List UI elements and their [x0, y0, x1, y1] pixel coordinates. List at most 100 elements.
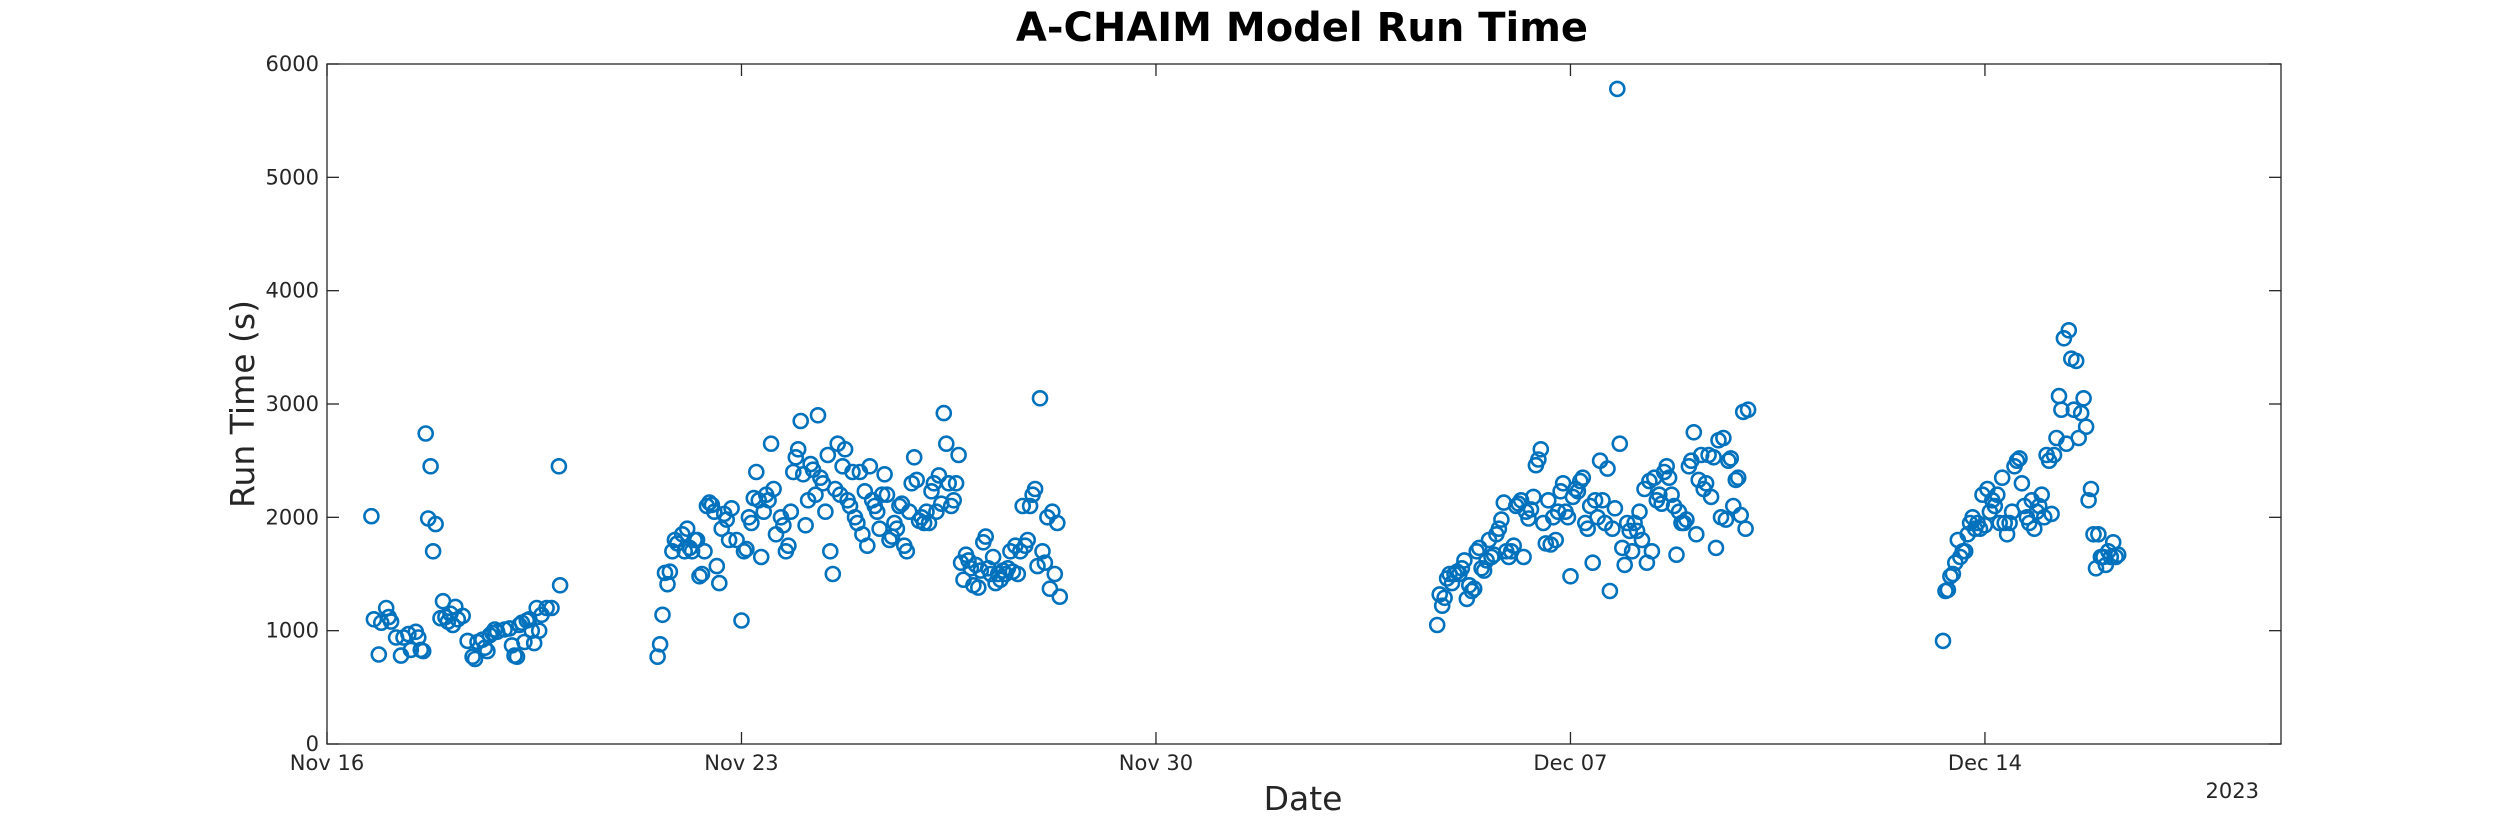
data-point	[1031, 389, 1049, 407]
data-point	[2067, 352, 2085, 370]
data-point	[1046, 565, 1064, 583]
data-point	[937, 435, 955, 453]
data-point	[878, 486, 896, 504]
data-point	[1678, 511, 1695, 528]
data-point	[836, 440, 854, 458]
data-point	[402, 641, 420, 659]
data-point	[1470, 539, 1488, 557]
data-point	[787, 448, 805, 466]
y-tick-label: 4000	[266, 279, 319, 303]
data-point	[824, 565, 842, 583]
data-point	[2026, 520, 2043, 538]
data-point	[1663, 486, 1680, 504]
data-point	[1614, 539, 1631, 557]
data-point	[1739, 401, 1757, 419]
data-point	[551, 576, 569, 594]
data-point	[728, 531, 745, 549]
data-point	[516, 633, 533, 651]
data-point	[1688, 525, 1705, 543]
data-point	[1530, 451, 1547, 468]
data-point	[1668, 546, 1685, 564]
data-point	[1628, 522, 1646, 540]
data-point	[873, 486, 891, 504]
data-point	[710, 574, 728, 592]
data-point	[1579, 520, 1596, 538]
data-point	[1660, 469, 1678, 487]
data-point	[1685, 423, 1703, 441]
data-point	[1468, 542, 1485, 560]
data-point	[945, 491, 963, 509]
data-point	[2090, 525, 2107, 543]
data-point	[1707, 539, 1725, 557]
data-point	[1996, 514, 2013, 532]
data-point	[918, 503, 935, 521]
data-point	[1034, 542, 1051, 560]
data-point	[1026, 480, 1044, 498]
y-tick-label: 3000	[266, 392, 319, 416]
data-point	[735, 542, 753, 560]
data-point	[363, 507, 380, 525]
data-point	[1986, 497, 2004, 515]
data-point	[898, 542, 916, 560]
data-point	[977, 528, 995, 545]
data-point	[765, 480, 782, 498]
data-point	[424, 542, 442, 560]
data-point	[678, 520, 696, 538]
data-point	[876, 465, 893, 483]
data-point	[1633, 531, 1651, 549]
y-tick-label: 6000	[266, 52, 319, 76]
data-point	[454, 607, 472, 625]
data-point	[1019, 531, 1036, 549]
data-point	[920, 514, 938, 532]
data-point	[1722, 450, 1740, 467]
data-point	[1021, 497, 1039, 515]
data-point	[654, 606, 671, 624]
data-point	[844, 463, 861, 481]
data-point	[940, 474, 958, 492]
data-point	[1051, 588, 1069, 606]
data-point	[1601, 582, 1619, 600]
data-point	[1574, 469, 1592, 487]
data-point	[1643, 542, 1661, 560]
data-point	[550, 457, 568, 475]
data-point	[688, 531, 706, 549]
data-point	[2109, 546, 2127, 564]
data-point	[2085, 525, 2102, 543]
data-point	[881, 531, 898, 549]
data-point	[508, 648, 526, 666]
data-point	[792, 412, 810, 430]
data-point	[950, 446, 967, 464]
data-point	[1483, 548, 1500, 566]
data-point	[1009, 565, 1027, 583]
data-point	[2060, 321, 2078, 339]
data-point	[2043, 505, 2060, 523]
data-point	[908, 471, 926, 489]
y-tick-label: 0	[306, 732, 319, 756]
plot-area	[326, 63, 2282, 745]
data-point	[1493, 511, 1510, 528]
data-point	[696, 542, 713, 560]
data-point	[1675, 514, 1693, 532]
x-axis: Nov 16 Nov 23 Nov 30 Dec 07 Dec 14	[290, 64, 2022, 775]
data-point	[1532, 440, 1550, 458]
x-tick-label: Nov 16	[290, 751, 364, 775]
data-point	[2107, 548, 2124, 566]
data-point	[543, 599, 560, 617]
y-axis-label: Run Time (s)	[223, 300, 262, 508]
data-point	[923, 482, 940, 500]
data-point	[1584, 554, 1601, 572]
data-point	[370, 646, 388, 663]
data-point	[858, 537, 876, 555]
data-point	[868, 503, 886, 521]
data-point	[2075, 389, 2092, 407]
data-point	[782, 503, 800, 521]
data-point	[708, 557, 726, 575]
data-point	[1456, 552, 1473, 569]
data-point	[1586, 491, 1604, 509]
data-point	[2082, 480, 2100, 498]
data-point	[414, 642, 432, 660]
x-tick-label: Nov 23	[704, 751, 778, 775]
data-point	[1729, 469, 1747, 487]
data-point	[720, 531, 738, 549]
data-point	[2045, 446, 2063, 464]
